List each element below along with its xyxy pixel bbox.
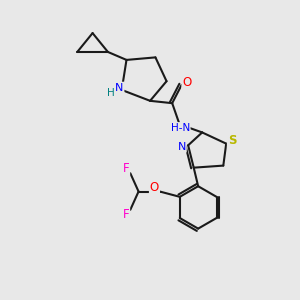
Text: S: S — [228, 134, 236, 147]
Text: H-N: H-N — [170, 123, 190, 133]
Text: N: N — [178, 142, 186, 152]
Text: F: F — [123, 162, 129, 175]
Text: O: O — [150, 181, 159, 194]
Text: O: O — [182, 76, 191, 89]
Text: H: H — [107, 88, 114, 98]
Text: N: N — [115, 82, 124, 93]
Text: F: F — [123, 208, 129, 221]
